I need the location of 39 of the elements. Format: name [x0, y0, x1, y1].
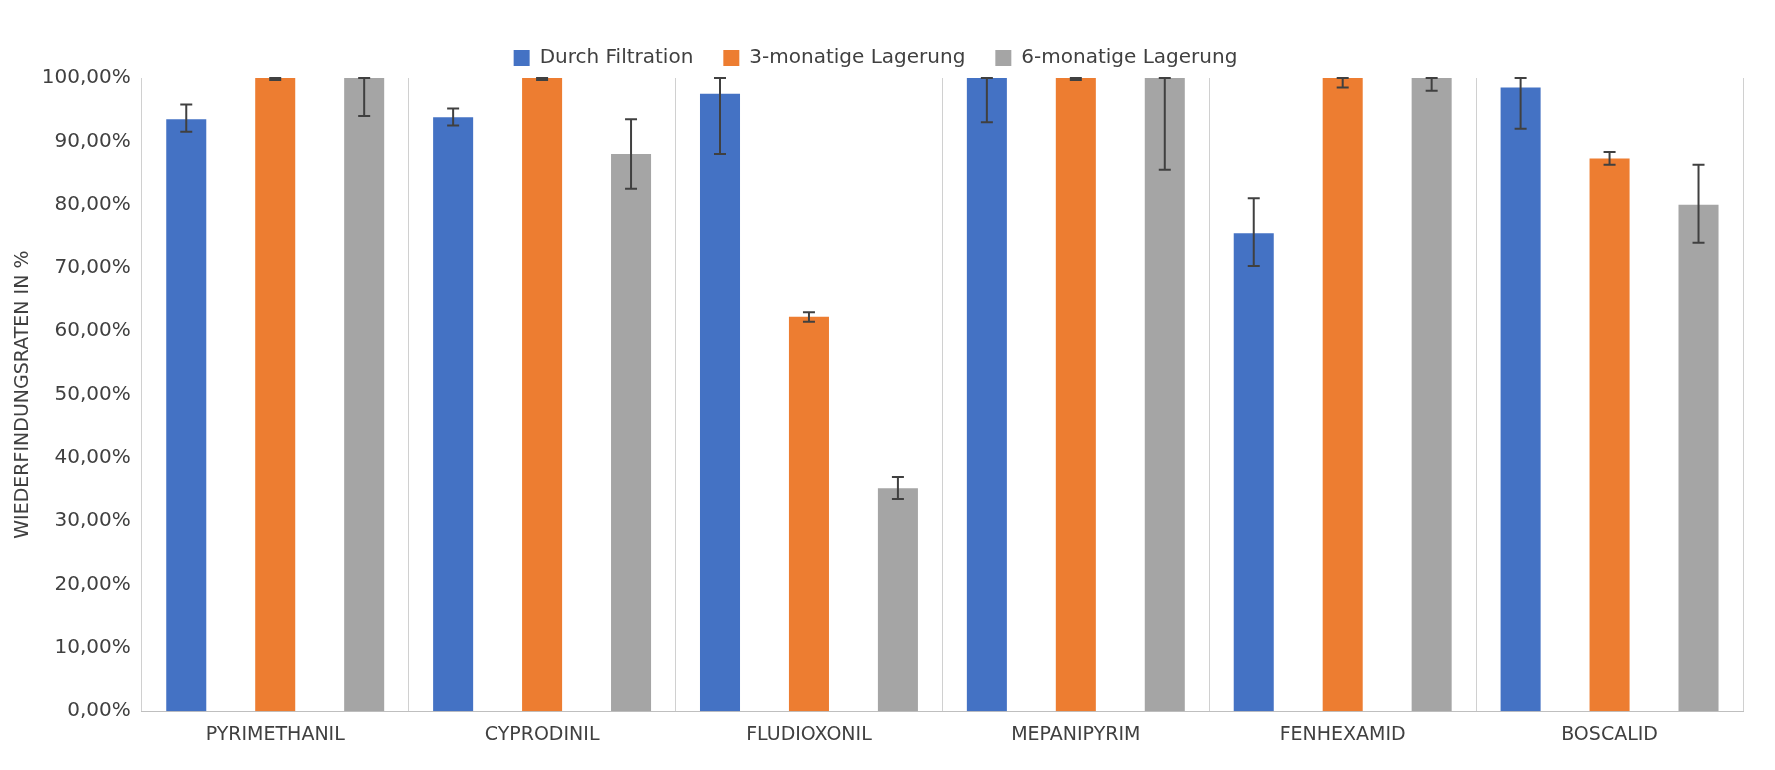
bar	[788, 316, 829, 712]
y-tick-label: 50,00%	[54, 380, 131, 405]
bar	[1411, 78, 1452, 712]
legend-label: Durch Filtration	[539, 44, 694, 69]
bar	[166, 119, 207, 712]
bar	[1233, 233, 1274, 712]
bar	[1500, 87, 1541, 712]
bar	[1055, 78, 1096, 712]
legend-label: 6-monatige Lagerung	[1021, 44, 1238, 69]
bar	[433, 117, 474, 712]
bar	[877, 488, 918, 712]
y-tick-label: 60,00%	[54, 317, 131, 342]
bar	[522, 78, 563, 712]
y-tick-label: 90,00%	[54, 127, 131, 152]
y-tick-label: 70,00%	[54, 254, 131, 279]
x-tick-label: FENHEXAMID	[1279, 721, 1406, 744]
y-tick-label: 40,00%	[54, 444, 131, 469]
bar	[966, 78, 1007, 712]
x-tick-label: MEPANIPYRIM	[1011, 721, 1141, 744]
y-tick-label: 100,00%	[41, 64, 131, 89]
bar	[255, 78, 296, 712]
y-tick-label: 80,00%	[54, 190, 131, 215]
bar	[699, 93, 741, 712]
x-tick-label: FLUDIOXONIL	[746, 721, 873, 744]
y-tick-label: 30,00%	[54, 507, 131, 532]
x-tick-label: CYPRODINIL	[484, 721, 600, 744]
bar	[344, 78, 385, 712]
legend-label: 3-monatige Lagerung	[749, 44, 966, 69]
bar	[1322, 78, 1363, 712]
y-axis-title: WIEDERFINDUNGSRATEN IN %	[10, 250, 33, 539]
bar	[1144, 78, 1185, 712]
x-tick-label: BOSCALID	[1561, 721, 1658, 744]
bar	[1589, 158, 1630, 712]
y-tick-label: 10,00%	[54, 634, 131, 659]
x-tick-label: PYRIMETHANIL	[205, 721, 346, 744]
y-tick-label: 20,00%	[54, 570, 131, 595]
bar	[611, 153, 652, 712]
y-tick-label: 0,00%	[67, 697, 131, 722]
bar	[1678, 204, 1719, 712]
